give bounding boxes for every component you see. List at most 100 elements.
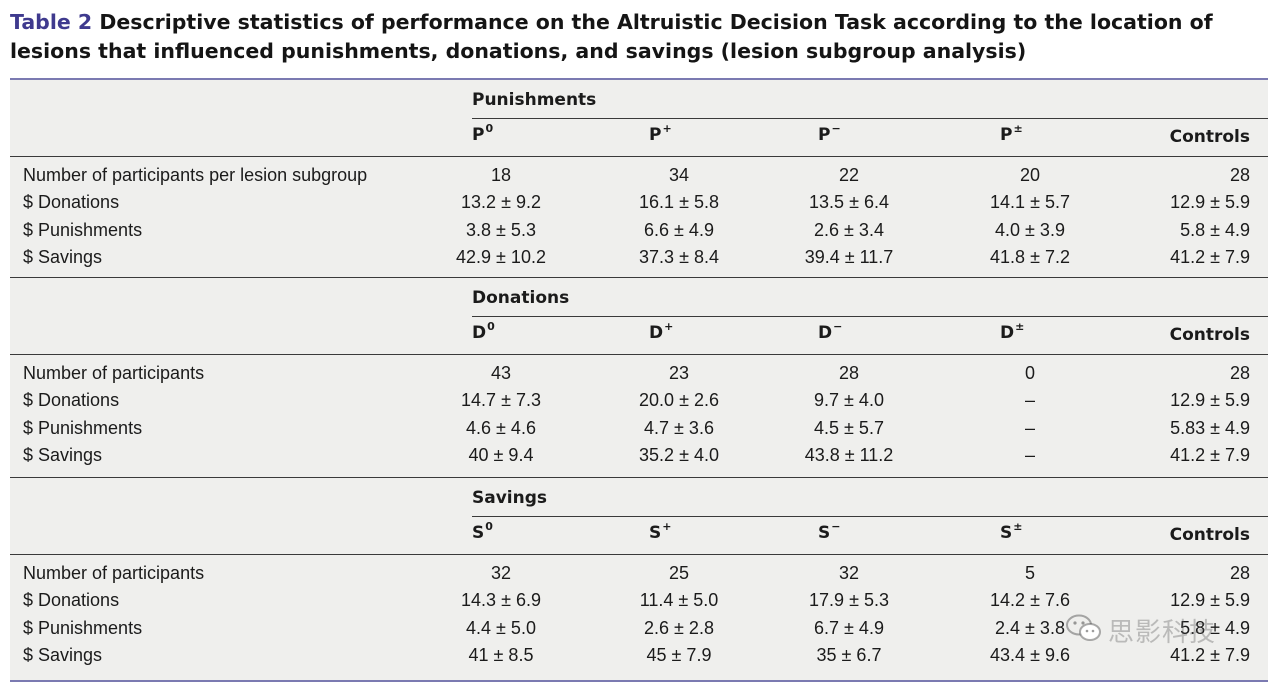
table-cell: 14.7 ± 7.3 <box>461 390 541 411</box>
column-letter: S <box>472 523 485 543</box>
table-cell: 17.9 ± 5.3 <box>809 590 889 611</box>
group-rule <box>472 516 1268 517</box>
table-cell: 43.4 ± 9.6 <box>990 644 1070 665</box>
column-superscript: − <box>833 320 843 333</box>
column-header-controls: Controls <box>1169 525 1250 545</box>
table-cell: 41.8 ± 7.2 <box>990 246 1070 267</box>
table-cell: 34 <box>668 165 690 185</box>
row-label: $ Punishments <box>23 617 143 638</box>
column-letter: D <box>649 323 664 343</box>
table-cell-controls: 5.83 ± 4.9 <box>1170 417 1250 438</box>
table-cell: 22 <box>838 165 860 185</box>
table-cell-controls: 12.9 ± 5.9 <box>1170 390 1250 411</box>
column-header-controls: Controls <box>1169 127 1250 147</box>
row-label: $ Punishments <box>23 417 143 438</box>
group-header: Savings <box>472 488 548 508</box>
column-header: P+ <box>649 122 672 145</box>
column-letter: P <box>818 125 831 145</box>
table-cell: 6.7 ± 4.9 <box>814 617 884 638</box>
table-cell: 41 ± 8.5 <box>468 644 534 665</box>
column-header: D0 <box>472 320 495 343</box>
table-title: Descriptive statistics of performance on… <box>10 10 1213 63</box>
column-letter: D <box>472 323 487 343</box>
row-label: $ Savings <box>23 246 103 267</box>
column-superscript: 0 <box>485 122 494 135</box>
table-cell: 2.4 ± 3.8 <box>995 617 1065 638</box>
table-cell: 6.6 ± 4.9 <box>644 219 714 240</box>
table-cell-controls: 28 <box>1229 165 1250 185</box>
table-cell: 14.2 ± 7.6 <box>990 590 1070 611</box>
table-cell: 14.1 ± 5.7 <box>990 192 1070 213</box>
column-superscript: + <box>662 122 672 135</box>
row-label: Number of participants <box>23 363 205 383</box>
column-header: D− <box>818 320 843 343</box>
table-cell-controls: 5.8 ± 4.9 <box>1180 617 1250 638</box>
table-cell: 2.6 ± 3.4 <box>814 219 884 240</box>
group-rule <box>472 118 1268 119</box>
section-rule <box>10 477 1268 478</box>
column-header: S0 <box>472 520 493 543</box>
table-cell: 18 <box>490 165 512 185</box>
column-header: S− <box>818 520 841 543</box>
row-label: $ Savings <box>23 644 103 665</box>
table-cell: 32 <box>490 563 512 583</box>
table-cell: 2.6 ± 2.8 <box>644 617 714 638</box>
column-letter: P <box>472 125 485 145</box>
group-rule <box>472 316 1268 317</box>
column-superscript: 0 <box>487 320 495 333</box>
column-header: P± <box>1000 122 1023 145</box>
column-header: S± <box>1000 520 1023 543</box>
table-cell-controls: 12.9 ± 5.9 <box>1170 590 1250 611</box>
column-header: P0 <box>472 122 494 145</box>
column-letter: D <box>818 323 833 343</box>
table-cell: 20.0 ± 2.6 <box>639 390 719 411</box>
watermark-text: 思影科技 <box>1108 618 1217 648</box>
column-letter: S <box>649 523 662 543</box>
table-cell: 32 <box>838 563 860 583</box>
table-cell: 14.3 ± 6.9 <box>461 590 541 611</box>
row-label: Number of participants <box>23 563 205 583</box>
column-letter: S <box>818 523 831 543</box>
table-cell: 39.4 ± 11.7 <box>804 246 894 267</box>
table-cell: 35.2 ± 4.0 <box>639 444 719 465</box>
table-cell: – <box>1024 444 1035 465</box>
column-letter: P <box>649 125 662 145</box>
table-cell-controls: 12.9 ± 5.9 <box>1170 192 1250 213</box>
table-cell: 45 ± 7.9 <box>646 644 712 665</box>
column-superscript: ± <box>1015 320 1025 333</box>
table-cell: 5 <box>1024 563 1035 583</box>
table-cell: 9.7 ± 4.0 <box>814 390 884 411</box>
column-superscript: + <box>662 520 672 533</box>
table-cell: 25 <box>668 563 690 583</box>
table-cell: 37.3 ± 8.4 <box>639 246 719 267</box>
column-header-controls: Controls <box>1169 325 1250 345</box>
wechat-icon <box>1066 614 1101 641</box>
column-superscript: − <box>831 122 841 135</box>
table-cell: 4.5 ± 5.7 <box>814 417 884 438</box>
table-cell: 28 <box>838 363 860 383</box>
table-cell-controls: 28 <box>1229 563 1250 583</box>
column-header: P− <box>818 122 841 145</box>
row-label: $ Donations <box>23 590 120 611</box>
table-cell: 23 <box>668 363 690 383</box>
header-rule <box>10 354 1268 355</box>
row-label: $ Donations <box>23 390 120 411</box>
column-superscript: ± <box>1013 520 1023 533</box>
table-cell: – <box>1024 417 1035 438</box>
column-letter: D <box>1000 323 1015 343</box>
column-header: S+ <box>649 520 672 543</box>
row-label: $ Punishments <box>23 219 143 240</box>
column-superscript: ± <box>1013 122 1023 135</box>
column-superscript: − <box>831 520 841 533</box>
table-cell-controls: 5.8 ± 4.9 <box>1180 219 1250 240</box>
table-cell-controls: 41.2 ± 7.9 <box>1170 644 1250 665</box>
data-table: Punishments P0 P+ P− P± Controls Number of par… <box>10 78 1268 682</box>
column-superscript: 0 <box>485 520 493 533</box>
column-header: D± <box>1000 320 1025 343</box>
table-cell: 11.4 ± 5.0 <box>639 590 719 611</box>
table-cell: 43.8 ± 11.2 <box>804 444 894 465</box>
table-caption: Table 2 Descriptive statistics of perfor… <box>10 8 1272 66</box>
table-cell: 4.6 ± 4.6 <box>466 417 536 438</box>
table-cell: 40 ± 9.4 <box>468 444 534 465</box>
table-cell-controls: 41.2 ± 7.9 <box>1170 444 1250 465</box>
